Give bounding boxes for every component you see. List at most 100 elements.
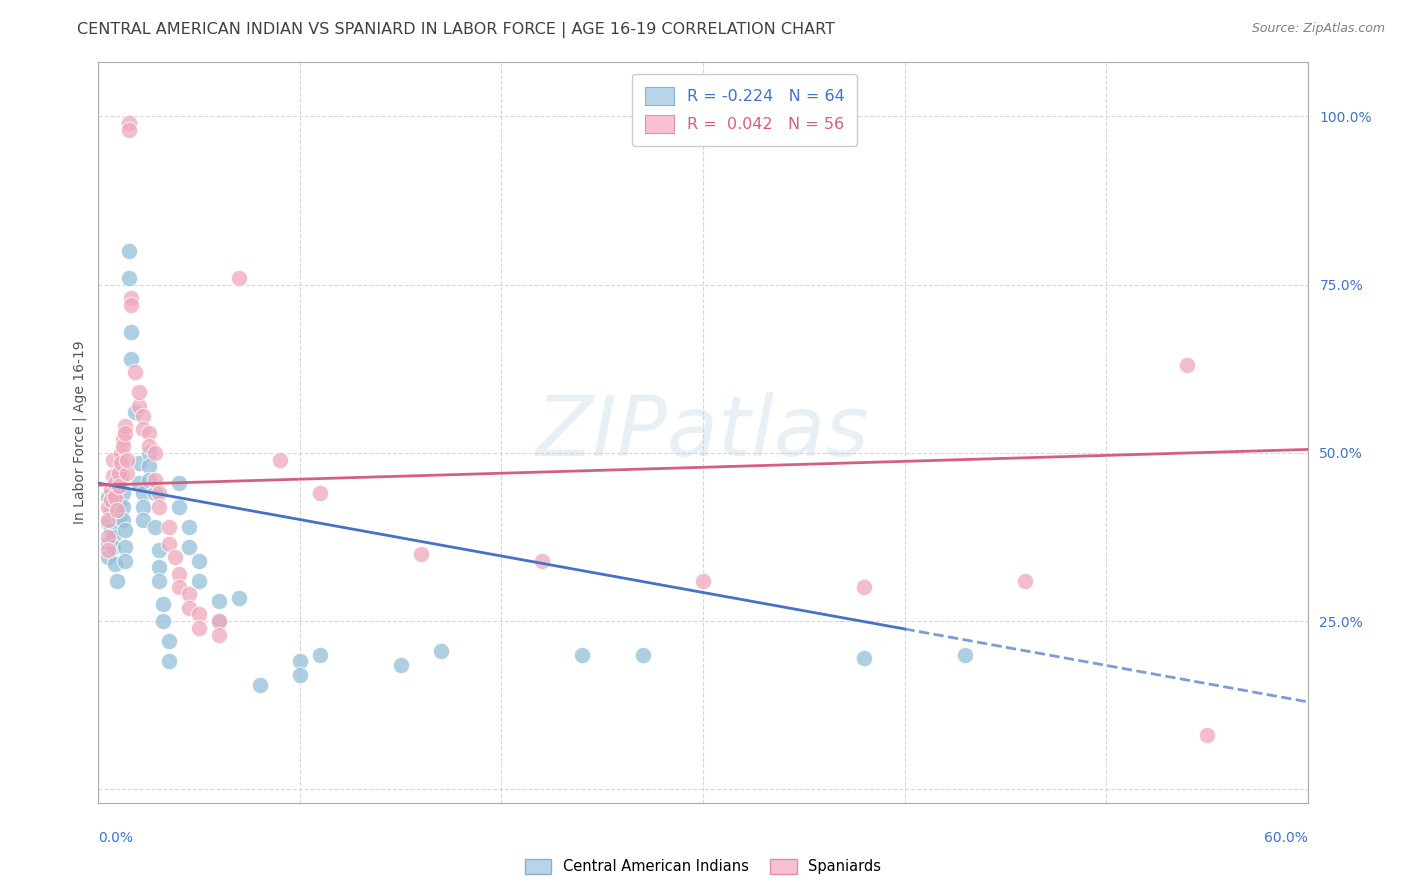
Point (100, 492, 122, 507)
Point (110, 446, 132, 460)
Point (853, 581, 876, 595)
Point (188, 553, 211, 567)
Text: 0.0%: 0.0% (98, 830, 134, 845)
Point (309, 486, 332, 500)
Point (120, 298, 142, 312)
Point (138, 446, 160, 460)
Point (111, 486, 134, 500)
Point (157, 655, 180, 669)
Point (100, 503, 122, 517)
Point (97, 516, 120, 531)
Point (148, 574, 170, 588)
Point (571, 648, 593, 662)
Point (101, 452, 124, 467)
Text: 60.0%: 60.0% (1264, 830, 1308, 845)
Point (97, 550, 120, 565)
Point (138, 459, 160, 474)
Point (631, 648, 654, 662)
Point (97, 530, 120, 544)
Point (107, 466, 129, 480)
Point (114, 418, 136, 433)
Point (97, 543, 120, 558)
Point (114, 425, 136, 440)
Point (288, 655, 311, 669)
Point (103, 557, 125, 571)
Point (138, 439, 160, 453)
Text: CENTRAL AMERICAN INDIAN VS SPANIARD IN LABOR FORCE | AGE 16-19 CORRELATION CHART: CENTRAL AMERICAN INDIAN VS SPANIARD IN L… (77, 22, 835, 38)
Point (132, 500, 155, 514)
Point (110, 452, 132, 467)
Point (692, 574, 714, 588)
Y-axis label: In Labor Force | Age 16-19: In Labor Force | Age 16-19 (73, 341, 87, 524)
Point (530, 553, 553, 567)
Point (132, 409, 155, 423)
Point (188, 574, 211, 588)
Point (110, 456, 132, 470)
Point (1014, 574, 1036, 588)
Point (179, 540, 201, 554)
Point (179, 587, 201, 601)
Point (269, 452, 291, 467)
Point (124, 405, 146, 419)
Point (228, 591, 250, 605)
Point (148, 543, 170, 558)
Point (143, 520, 166, 534)
Point (143, 446, 166, 460)
Point (167, 566, 190, 581)
Point (128, 399, 150, 413)
Point (179, 600, 201, 615)
Point (124, 365, 146, 379)
Point (115, 466, 138, 480)
Point (853, 651, 876, 665)
Point (105, 574, 128, 588)
Point (208, 627, 231, 641)
Point (97, 490, 120, 504)
Point (249, 678, 271, 692)
Point (100, 483, 122, 497)
Text: Source: ZipAtlas.com: Source: ZipAtlas.com (1251, 22, 1385, 36)
Point (288, 668, 311, 682)
Point (309, 648, 332, 662)
Point (118, 244, 141, 258)
Point (167, 500, 190, 514)
Point (163, 550, 186, 565)
Point (128, 456, 150, 470)
Point (111, 433, 134, 447)
Point (110, 479, 132, 493)
Point (208, 614, 231, 628)
Point (157, 634, 180, 648)
Point (120, 291, 142, 305)
Text: ZIPatlas: ZIPatlas (536, 392, 870, 473)
Point (111, 500, 134, 514)
Point (118, 122, 141, 136)
Point (138, 425, 160, 440)
Point (148, 560, 170, 574)
Point (143, 486, 166, 500)
Point (953, 648, 976, 662)
Point (101, 469, 124, 483)
Point (97, 513, 120, 527)
Point (107, 479, 129, 493)
Point (114, 540, 136, 554)
Point (128, 476, 150, 491)
Point (167, 476, 190, 491)
Point (228, 270, 250, 285)
Point (148, 486, 170, 500)
Point (167, 581, 190, 595)
Point (115, 452, 138, 467)
Point (409, 547, 432, 561)
Point (132, 486, 155, 500)
Point (120, 351, 142, 366)
Point (1195, 729, 1218, 743)
Point (118, 116, 141, 130)
Point (188, 621, 211, 635)
Point (138, 473, 160, 487)
Point (152, 597, 174, 611)
Point (389, 657, 412, 672)
Point (105, 503, 128, 517)
Point (157, 536, 180, 550)
Point (111, 439, 134, 453)
Point (118, 270, 141, 285)
Point (114, 553, 136, 567)
Point (179, 520, 201, 534)
